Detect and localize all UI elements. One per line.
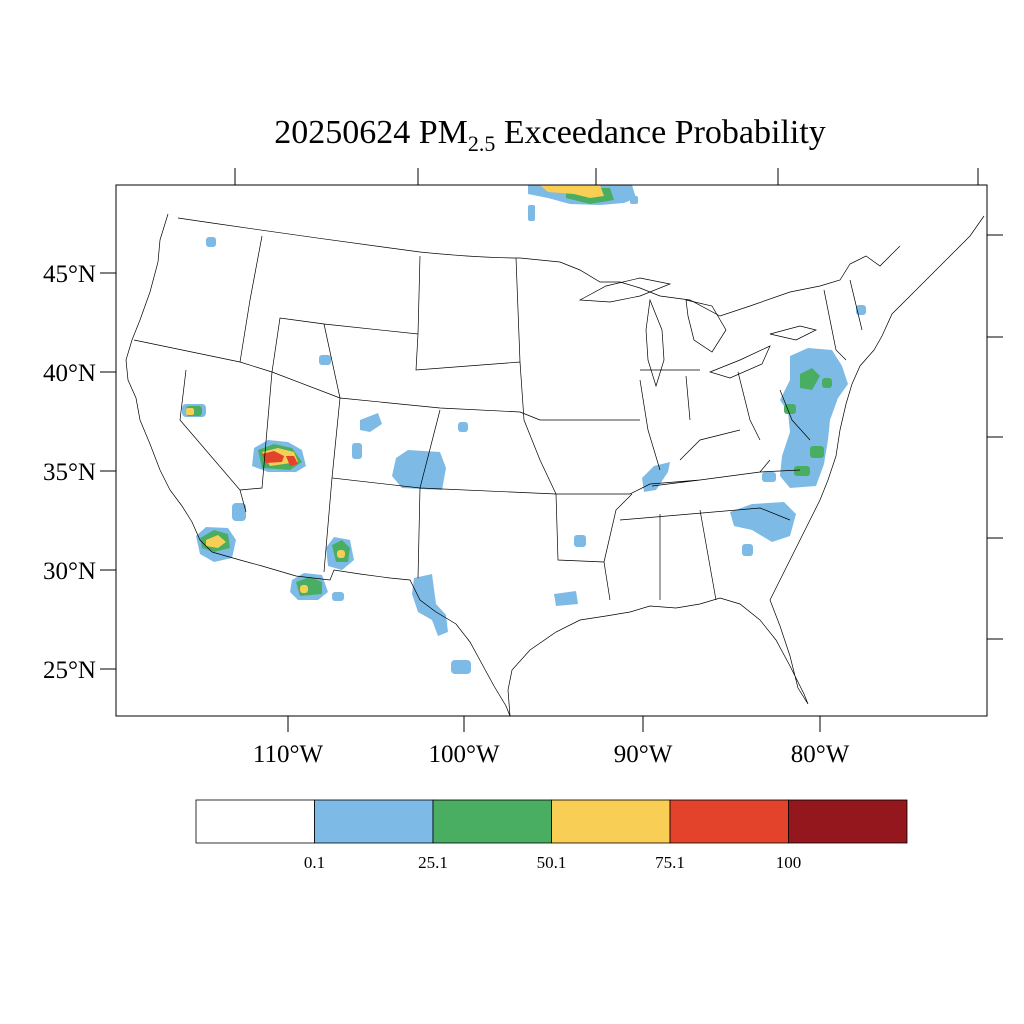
colorbar-label-3: 75.1 bbox=[655, 853, 685, 872]
contour-socal-yellow bbox=[206, 535, 226, 548]
contour-east-green-1 bbox=[800, 368, 820, 390]
contour-east-green-5 bbox=[794, 466, 810, 476]
lat-label-40: 40°N bbox=[43, 360, 96, 387]
colorbar-box-0 bbox=[195, 799, 315, 844]
pacific-coast bbox=[125, 213, 213, 553]
lat-label-45: 45°N bbox=[43, 261, 96, 288]
contour-canada-yellow bbox=[540, 185, 604, 198]
colorbar-box-1 bbox=[314, 799, 434, 844]
colorbar-box-4 bbox=[669, 799, 789, 844]
contour-east-green-4 bbox=[810, 446, 824, 458]
probability-contours-green bbox=[186, 188, 832, 596]
lat-label-35: 35°N bbox=[43, 459, 96, 486]
colorbar-label-1: 25.1 bbox=[418, 853, 448, 872]
contour-ga-blue-small bbox=[742, 544, 753, 556]
contour-nv-yellow bbox=[186, 408, 194, 415]
lon-label-90: 90°W bbox=[614, 741, 673, 768]
bottom-ticks bbox=[287, 716, 821, 732]
contour-va-blue-small bbox=[762, 472, 776, 482]
contour-mo-blue bbox=[642, 462, 670, 492]
lake-erie bbox=[708, 345, 771, 379]
contour-wy-blue bbox=[319, 355, 331, 365]
lat-labels: 45°N 40°N 35°N 30°N 25°N bbox=[43, 261, 96, 684]
probability-contours-yellow bbox=[186, 185, 604, 593]
contour-utah-red bbox=[262, 451, 284, 463]
contour-ar-blue bbox=[574, 535, 586, 547]
state-lines bbox=[133, 235, 863, 601]
map-title: 20250624 PM2.5 Exceedance Probability bbox=[274, 114, 826, 156]
contour-east-green-3 bbox=[784, 404, 796, 414]
colorbar-box-5 bbox=[788, 799, 908, 844]
lon-label-100: 100°W bbox=[428, 741, 499, 768]
top-ticks bbox=[234, 168, 979, 185]
colorbar-box-3 bbox=[551, 799, 671, 844]
contour-nm-blue bbox=[392, 450, 446, 490]
colorbar-label-0: 0.1 bbox=[304, 853, 325, 872]
map-title-subscript: 2.5 bbox=[468, 131, 496, 156]
contour-east-blue bbox=[780, 348, 848, 488]
left-ticks bbox=[100, 272, 116, 670]
map-title-prefix: 20250624 PM bbox=[274, 114, 468, 151]
map-panel: 45°N 40°N 35°N 30°N 25°N 110°W 100°W 90°… bbox=[43, 168, 1003, 768]
boundaries bbox=[125, 213, 985, 716]
lake-michigan bbox=[645, 298, 665, 388]
contour-canada-blue-small2 bbox=[630, 196, 638, 204]
contour-co-blue-1 bbox=[360, 413, 382, 432]
contour-la-blue bbox=[554, 591, 578, 606]
colorbar-box-2 bbox=[432, 799, 552, 844]
contour-canada-blue-small bbox=[528, 205, 535, 221]
colorbar-label-2: 50.1 bbox=[537, 853, 567, 872]
mexico-border bbox=[211, 551, 511, 716]
lon-labels: 110°W 100°W 90°W 80°W bbox=[253, 741, 850, 768]
contour-wa-blue bbox=[206, 237, 216, 247]
contour-utah-red-2 bbox=[286, 456, 298, 466]
gulf-coast bbox=[507, 499, 821, 716]
lat-label-25: 25°N bbox=[43, 657, 96, 684]
map-title-suffix: Exceedance Probability bbox=[495, 114, 825, 151]
lat-label-30: 30°N bbox=[43, 558, 96, 585]
contour-tx-blue bbox=[412, 574, 448, 636]
colorbar-label-4: 100 bbox=[776, 853, 802, 872]
contour-nh-blue bbox=[856, 305, 866, 315]
contour-az-yellow bbox=[300, 585, 308, 593]
probability-contours-red bbox=[262, 451, 298, 466]
contour-co-blue-2 bbox=[352, 443, 362, 459]
colorbar: 0.1 25.1 50.1 75.1 100 bbox=[195, 799, 908, 872]
right-ticks bbox=[987, 234, 1003, 640]
contour-east-green-2 bbox=[822, 378, 832, 388]
lon-label-110: 110°W bbox=[253, 741, 324, 768]
colorbar-labels: 0.1 25.1 50.1 75.1 100 bbox=[304, 853, 801, 872]
contour-tx-s-blue bbox=[451, 660, 471, 674]
atlantic-coast bbox=[819, 215, 985, 501]
contour-az-nw-blue bbox=[232, 503, 246, 521]
lake-ontario bbox=[769, 325, 818, 341]
contour-ks-blue bbox=[458, 422, 468, 432]
map-frame bbox=[115, 184, 988, 717]
contour-az-s-blue-small bbox=[332, 592, 344, 601]
contour-ga-blue bbox=[730, 502, 796, 542]
contour-nm-yellow bbox=[337, 550, 345, 558]
colorbar-boxes bbox=[195, 799, 908, 844]
canada-border bbox=[177, 217, 901, 317]
lake-huron bbox=[685, 299, 727, 353]
lon-label-80: 80°W bbox=[791, 741, 850, 768]
lake-superior bbox=[578, 277, 672, 303]
